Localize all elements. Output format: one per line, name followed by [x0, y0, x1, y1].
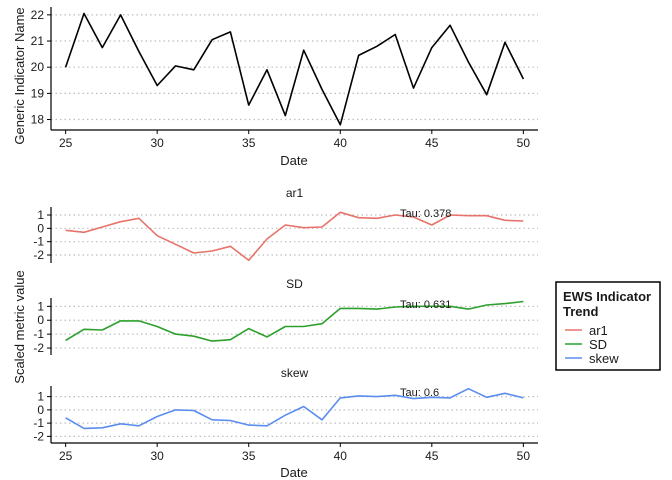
panel-ar1: ar1 -2-101 Tau: 0.378 [33, 186, 538, 263]
bottom-x-tick-label: 35 [242, 449, 256, 463]
bottom-x-tick-label: 40 [334, 449, 348, 463]
top-x-tick-label: 25 [59, 136, 73, 150]
bottom-x-tick-label: 30 [151, 449, 165, 463]
bottom-x-tick-label: 25 [59, 449, 73, 463]
bottom-y-axis-label: Scaled metric value [12, 270, 27, 383]
legend-label-SD: SD [589, 337, 607, 352]
panel-y-tick-label: -2 [33, 429, 44, 443]
panel-y-tick-label: 1 [37, 208, 44, 222]
legend-box [555, 281, 661, 371]
legend-title-line-1: EWS Indicator [563, 289, 651, 304]
panel-SD: SD -2-101 Tau: 0.631 [33, 277, 538, 355]
panel-title: skew [281, 366, 309, 380]
panel-y-tick-label: 0 [37, 403, 44, 417]
panel-annotation: Tau: 0.631 [400, 299, 451, 311]
top-series [64, 12, 525, 126]
legend-title-line-2: Trend [563, 304, 598, 319]
panel-skew: skew -2-101 Tau: 0.6 [33, 366, 538, 443]
top-y-tick-label: 19 [31, 86, 45, 100]
panel-y-tick-label: 0 [37, 221, 44, 235]
top-x-axis-label: Date [280, 153, 307, 168]
panel-y-tick-label: 1 [37, 299, 44, 313]
top-y-tick-label: 20 [31, 60, 45, 74]
panel-y-tick-label: -1 [33, 416, 44, 430]
panel-y-tick-label: 0 [37, 313, 44, 327]
bottom-x-axis-label: Date [280, 465, 307, 480]
top-x-tick-label: 40 [334, 136, 348, 150]
panel-annotation: Tau: 0.6 [400, 387, 439, 399]
panel-series-line-ar1 [65, 211, 524, 262]
top-y-tick-label: 21 [31, 34, 45, 48]
top-x-tick-label: 45 [425, 136, 439, 150]
top-series-line [64, 12, 525, 126]
top-x-tick-label: 35 [242, 136, 256, 150]
panel-series-line-SD [65, 300, 524, 342]
top-y-tick-label: 22 [31, 8, 45, 22]
top-grid [51, 14, 538, 121]
panel-y-tick-label: -1 [33, 327, 44, 341]
bottom-x-tick-label: 50 [517, 449, 531, 463]
panel-series-line-skew [65, 387, 524, 430]
legend-label-ar1: ar1 [589, 323, 608, 338]
panel-title: SD [286, 277, 303, 291]
panel-title: ar1 [286, 186, 304, 200]
panel-y-tick-label: -2 [33, 341, 44, 355]
bottom-x-tick-label: 45 [425, 449, 439, 463]
top-y-axis-label: Generic Indicator Name [12, 7, 27, 144]
panel-y-tick-label: -2 [33, 248, 44, 262]
top-axes: 18 19 20 21 22 25 30 35 40 45 50 [31, 7, 538, 150]
legend-label-skew: skew [589, 351, 619, 366]
top-y-tick-label: 18 [31, 113, 45, 127]
top-chart: 18 19 20 21 22 25 30 35 40 45 50 Date Generic Indi… [12, 7, 538, 168]
panel-y-tick-label: 1 [37, 390, 44, 404]
bottom-x-axis: 25 30 35 40 45 50 [51, 442, 538, 463]
top-x-tick-label: 50 [517, 136, 531, 150]
panel-annotation: Tau: 0.378 [400, 208, 451, 220]
top-x-tick-label: 30 [151, 136, 165, 150]
panel-y-tick-label: -1 [33, 235, 44, 249]
